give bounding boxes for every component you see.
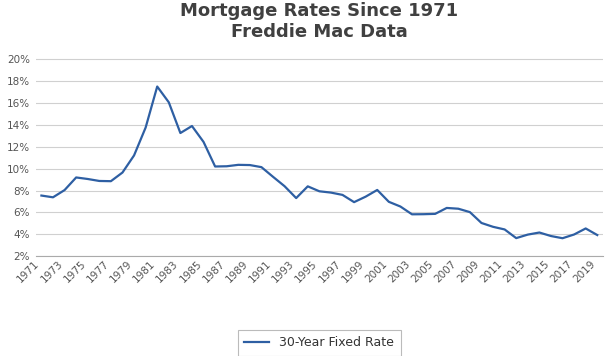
- 30-Year Fixed Rate: [594, 233, 601, 237]
- 30-Year Fixed Rate: [258, 165, 265, 169]
- 30-Year Fixed Rate: [512, 236, 520, 240]
- 30-Year Fixed Rate: [501, 227, 508, 232]
- 30-Year Fixed Rate: [281, 184, 289, 188]
- 30-Year Fixed Rate: [536, 230, 543, 235]
- 30-Year Fixed Rate: [443, 206, 450, 210]
- 30-Year Fixed Rate: [570, 232, 578, 237]
- 30-Year Fixed Rate: [362, 194, 369, 199]
- 30-Year Fixed Rate: [165, 100, 173, 104]
- 30-Year Fixed Rate: [373, 188, 381, 192]
- 30-Year Fixed Rate: [96, 179, 103, 183]
- 30-Year Fixed Rate: [396, 204, 404, 209]
- 30-Year Fixed Rate: [385, 200, 392, 204]
- 30-Year Fixed Rate: [131, 153, 138, 158]
- 30-Year Fixed Rate: [431, 212, 439, 216]
- 30-Year Fixed Rate: [235, 163, 242, 167]
- 30-Year Fixed Rate: [304, 184, 312, 188]
- 30-Year Fixed Rate: [420, 212, 427, 216]
- 30-Year Fixed Rate: [489, 225, 497, 229]
- Legend: 30-Year Fixed Rate: 30-Year Fixed Rate: [238, 330, 401, 356]
- 30-Year Fixed Rate: [107, 179, 115, 183]
- 30-Year Fixed Rate: [200, 140, 207, 144]
- 30-Year Fixed Rate: [559, 236, 566, 240]
- 30-Year Fixed Rate: [154, 84, 161, 89]
- 30-Year Fixed Rate: [582, 226, 589, 231]
- 30-Year Fixed Rate: [350, 200, 357, 204]
- 30-Year Fixed Rate: [316, 189, 323, 193]
- 30-Year Fixed Rate: [327, 190, 334, 195]
- 30-Year Fixed Rate: [84, 177, 92, 181]
- 30-Year Fixed Rate: [49, 195, 57, 199]
- 30-Year Fixed Rate: [142, 125, 149, 130]
- 30-Year Fixed Rate: [119, 171, 126, 175]
- 30-Year Fixed Rate: [466, 210, 473, 214]
- 30-Year Fixed Rate: [38, 193, 45, 198]
- 30-Year Fixed Rate: [293, 196, 300, 200]
- 30-Year Fixed Rate: [212, 164, 219, 169]
- 30-Year Fixed Rate: [61, 188, 68, 192]
- 30-Year Fixed Rate: [339, 193, 346, 197]
- 30-Year Fixed Rate: [478, 221, 485, 225]
- 30-Year Fixed Rate: [188, 124, 196, 128]
- 30-Year Fixed Rate: [270, 175, 277, 179]
- 30-Year Fixed Rate: [547, 234, 554, 238]
- Title: Mortgage Rates Since 1971
Freddie Mac Data: Mortgage Rates Since 1971 Freddie Mac Da…: [181, 2, 458, 41]
- 30-Year Fixed Rate: [73, 175, 80, 179]
- 30-Year Fixed Rate: [177, 131, 184, 135]
- Line: 30-Year Fixed Rate: 30-Year Fixed Rate: [41, 87, 597, 238]
- 30-Year Fixed Rate: [408, 212, 415, 216]
- 30-Year Fixed Rate: [454, 206, 462, 211]
- 30-Year Fixed Rate: [246, 163, 254, 167]
- 30-Year Fixed Rate: [223, 164, 231, 168]
- 30-Year Fixed Rate: [524, 232, 531, 237]
